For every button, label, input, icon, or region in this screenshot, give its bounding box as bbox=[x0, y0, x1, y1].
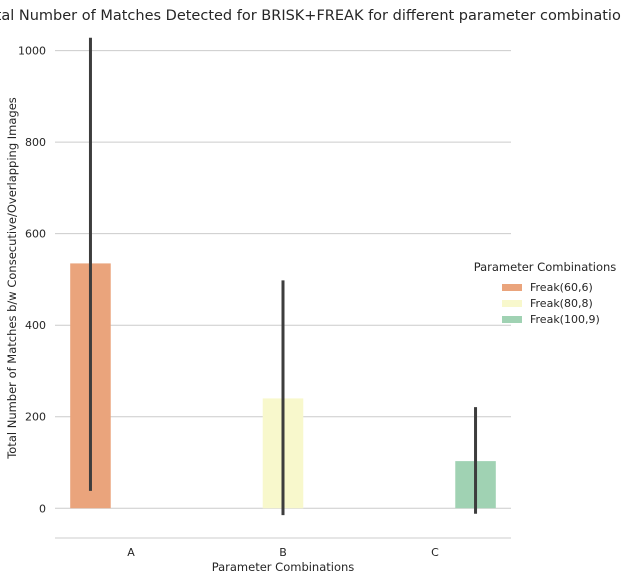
legend-label-Freak(80,8): Freak(80,8) bbox=[530, 297, 593, 310]
error-bars bbox=[88, 37, 478, 516]
legend-items: Freak(60,6) Freak(80,8) Freak(100,9) bbox=[502, 281, 600, 326]
y-tick-label-200: 200 bbox=[25, 411, 46, 424]
legend-swatch-Freak(80,8) bbox=[502, 300, 522, 307]
legend-label-Freak(60,6): Freak(60,6) bbox=[530, 281, 593, 294]
y-tick-label-0: 0 bbox=[39, 502, 46, 515]
legend-label-Freak(100,9): Freak(100,9) bbox=[530, 313, 600, 326]
y-tick-labels: 0 200 400 600 800 1000 bbox=[18, 45, 46, 516]
y-tick-label-600: 600 bbox=[25, 228, 46, 241]
legend-swatch-Freak(100,9) bbox=[502, 316, 522, 323]
chart-title: Total Number of Matches Detected for BRI… bbox=[0, 8, 621, 24]
legend: Parameter Combinations Freak(60,6)Freak(… bbox=[474, 260, 617, 326]
x-tick-label-C: C bbox=[431, 546, 439, 559]
x-tick-labels: A B C bbox=[127, 546, 439, 559]
x-axis-label: Parameter Combinations bbox=[212, 560, 355, 574]
x-tick-label-B: B bbox=[279, 546, 287, 559]
y-tick-label-800: 800 bbox=[25, 136, 46, 149]
legend-title: Parameter Combinations bbox=[474, 260, 617, 274]
y-tick-label-1000: 1000 bbox=[18, 45, 46, 58]
x-tick-label-A: A bbox=[127, 546, 135, 559]
legend-swatch-Freak(60,6) bbox=[502, 284, 522, 291]
y-tick-label-400: 400 bbox=[25, 319, 46, 332]
y-axis-label: Total Number of Matches b/w Consecutive/… bbox=[5, 97, 19, 460]
